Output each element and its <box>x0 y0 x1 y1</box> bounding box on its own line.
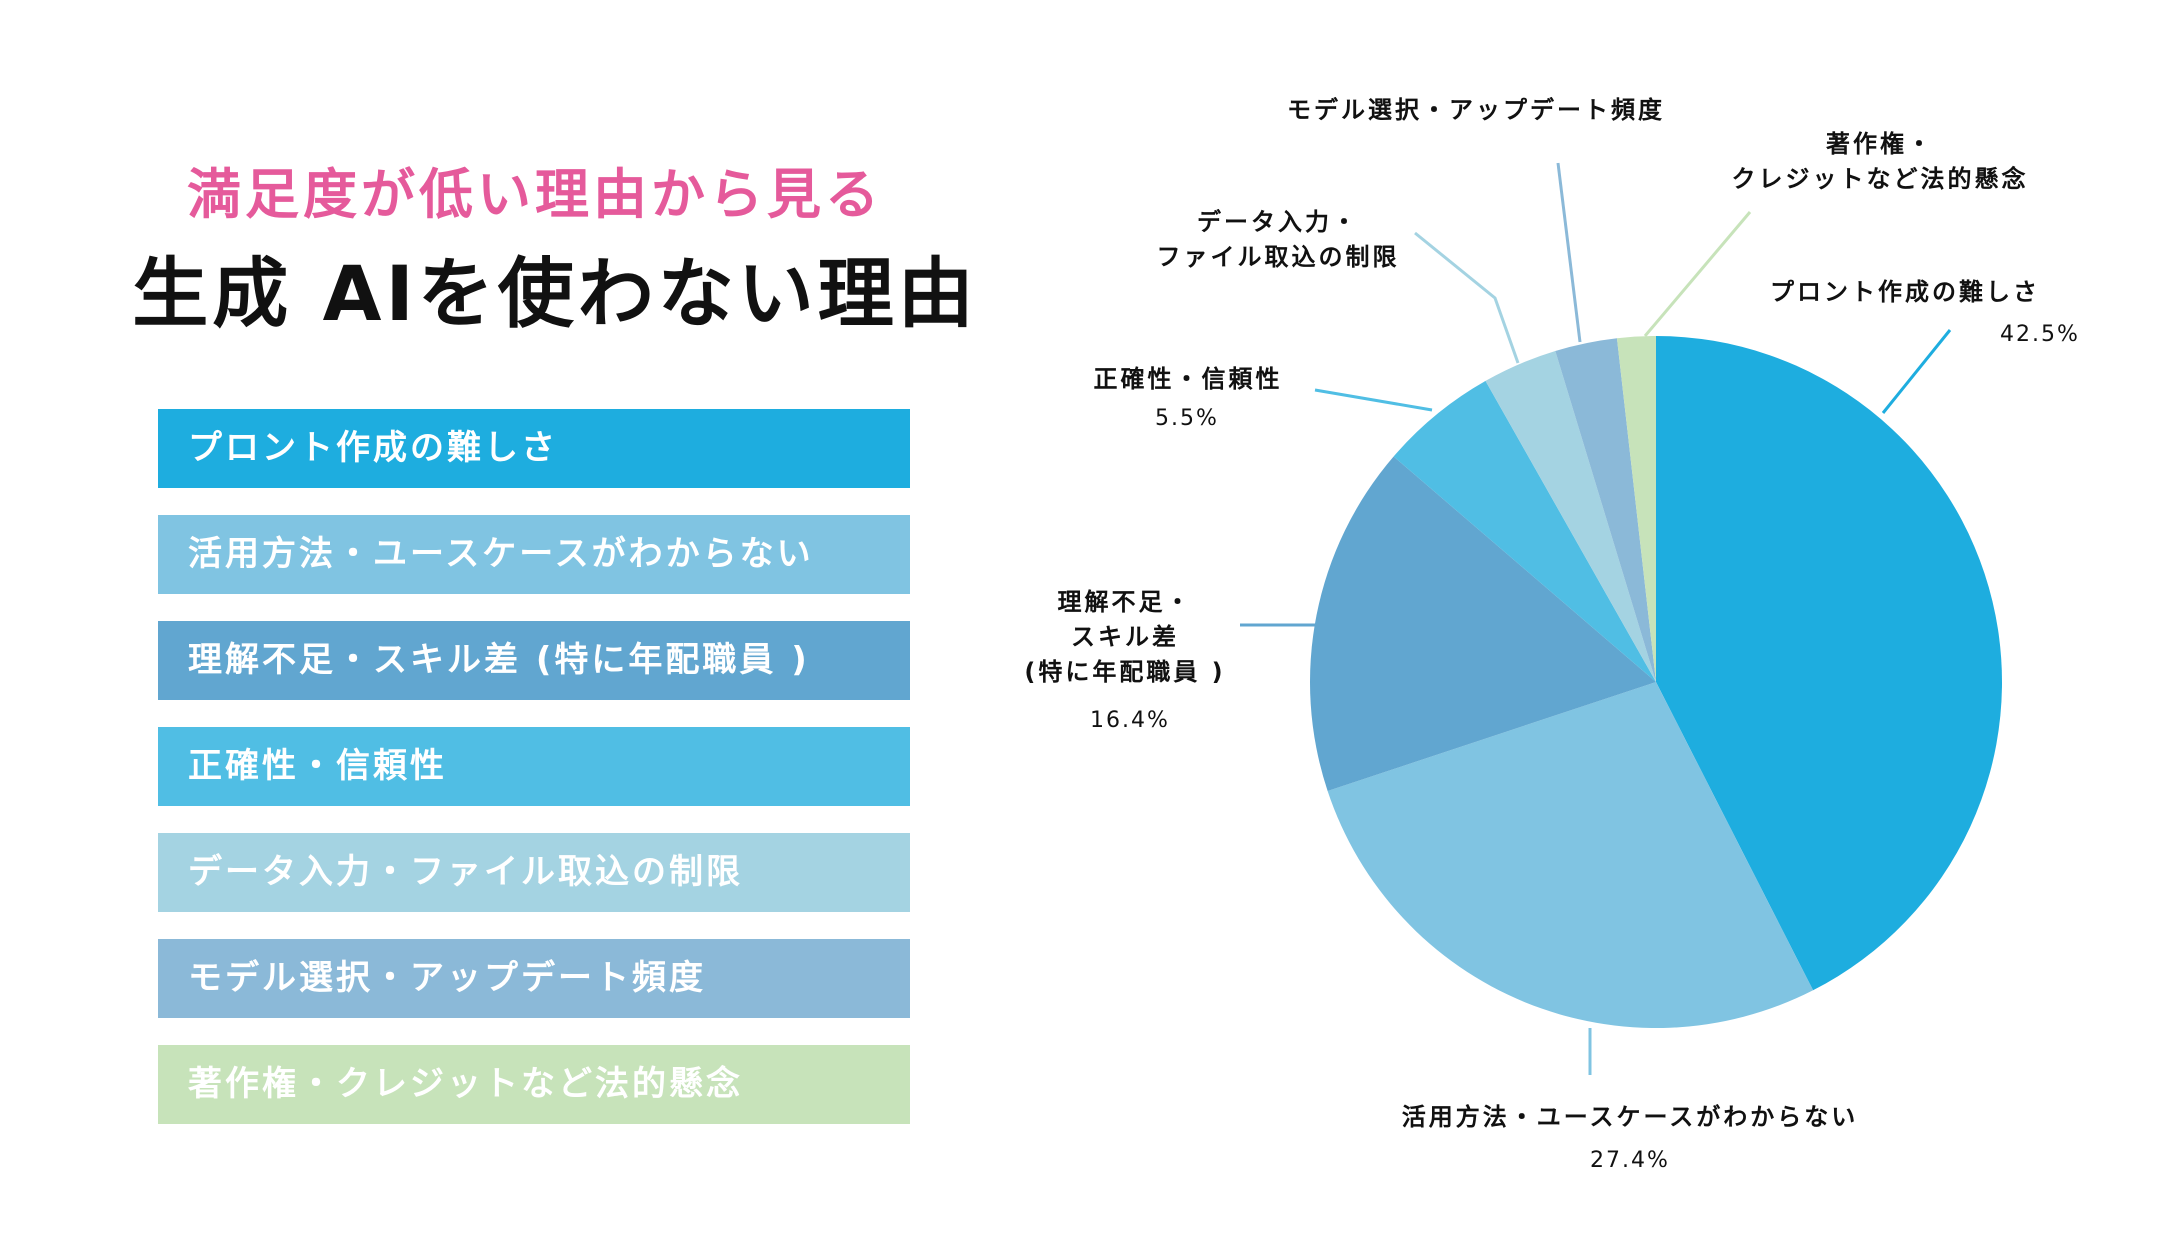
pie-slice <box>1327 682 1814 1028</box>
slice-label-line: クレジットなど法的懸念 <box>1731 165 2029 193</box>
leader-line <box>1414 231 1520 364</box>
slice-label-line: データ入力・ <box>1197 208 1359 236</box>
pie-slice <box>1616 336 1656 682</box>
leader-line <box>1556 162 1582 343</box>
legend-item: 理解不足・スキル差 (特に年配職員 ) <box>158 621 910 700</box>
slice-label: プロント作成の難しさ <box>1770 275 2040 310</box>
legend-item: 著作権・クレジットなど法的懸念 <box>158 1045 910 1124</box>
slice-label: 正確性・信頼性 <box>1094 362 1283 397</box>
leader-line <box>1314 388 1433 412</box>
slice-label: 著作権・クレジットなど法的懸念 <box>1732 127 2029 197</box>
slice-percentage: 5.5% <box>1155 406 1219 431</box>
legend-item: モデル選択・アップデート頻度 <box>158 939 910 1018</box>
slice-label-line: (特に年配職員 ) <box>1024 658 1226 686</box>
slice-label-line: 理解不足・ <box>1057 588 1193 616</box>
legend-item: 活用方法・ユースケースがわからない <box>158 515 910 594</box>
slice-label-line: 著作権・ <box>1826 130 1934 158</box>
slice-percentage: 27.4% <box>1590 1148 1670 1173</box>
pie-slice <box>1393 380 1656 682</box>
pie-slice <box>1555 338 1656 682</box>
pie-slice <box>1485 350 1656 682</box>
slice-label: モデル選択・アップデート頻度 <box>1287 93 1665 128</box>
slice-label: 理解不足・スキル差 (特に年配職員 ) <box>1024 585 1225 690</box>
pie-slice <box>1310 456 1656 791</box>
leader-line <box>1643 211 1752 337</box>
pie-slice <box>1656 336 2003 991</box>
legend-item: 正確性・信頼性 <box>158 727 910 806</box>
leader-line <box>1881 329 1952 414</box>
slice-label: データ入力・ファイル取込の制限 <box>1157 205 1400 275</box>
slice-percentage: 16.4% <box>1090 708 1170 733</box>
legend-item: データ入力・ファイル取込の制限 <box>158 833 910 912</box>
slice-label-line: ファイル取込の制限 <box>1156 243 1400 271</box>
page-title: 生成 AIを使わない理由 <box>132 249 978 338</box>
slice-label-line: プロント作成の難しさ <box>1770 278 2040 306</box>
slice-percentage: 42.5% <box>2000 322 2080 347</box>
subtitle: 満足度が低い理由から見る <box>187 163 883 226</box>
legend-item: プロント作成の難しさ <box>158 409 910 488</box>
slice-label-line: スキル差 <box>1070 623 1179 651</box>
slice-label: 活用方法・ユースケースがわからない <box>1402 1100 1859 1135</box>
slice-label-line: モデル選択・アップデート頻度 <box>1287 96 1665 124</box>
slice-label-line: 正確性・信頼性 <box>1093 365 1283 393</box>
slice-label-line: 活用方法・ユースケースがわからない <box>1401 1103 1859 1131</box>
